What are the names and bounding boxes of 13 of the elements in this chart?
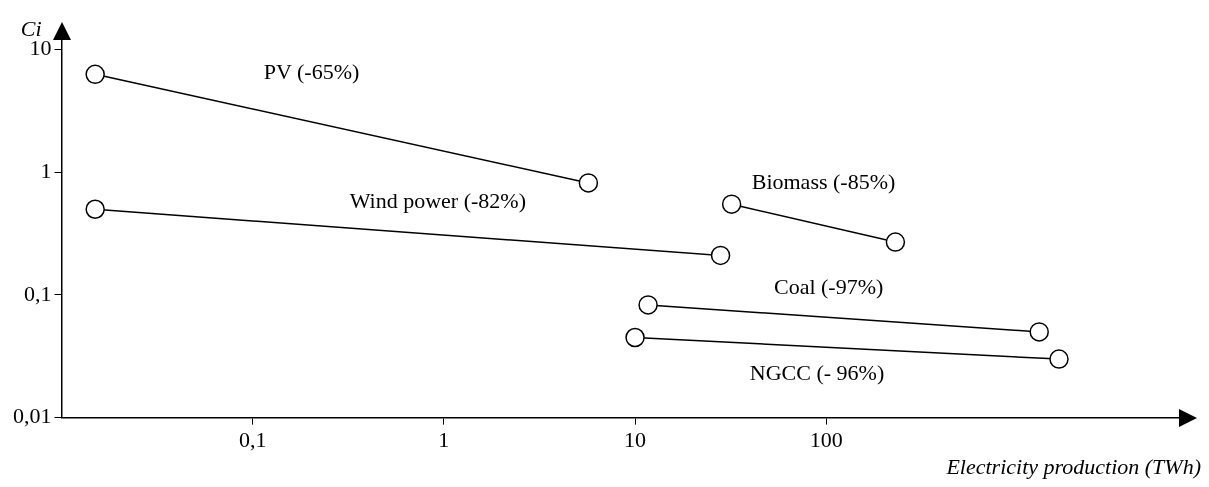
- series-label: NGCC (- 96%): [749, 360, 885, 386]
- series-label: Coal (-97%): [773, 274, 884, 300]
- series-label: Biomass (-85%): [751, 168, 896, 194]
- x-tick-label: 1: [438, 426, 450, 452]
- series-label: PV (-65%): [263, 59, 360, 85]
- x-tick-label: 0,1: [238, 426, 267, 452]
- x-tick-label: 10: [624, 426, 647, 452]
- x-tick-label: 100: [809, 426, 843, 452]
- x-axis-title: Electricity production (TWh): [945, 454, 1201, 480]
- y-tick-label: 1: [40, 158, 52, 184]
- y-tick-label: 0,1: [24, 280, 52, 306]
- y-tick-label: 0,01: [13, 403, 52, 429]
- series-label: Wind power (-82%): [349, 188, 526, 214]
